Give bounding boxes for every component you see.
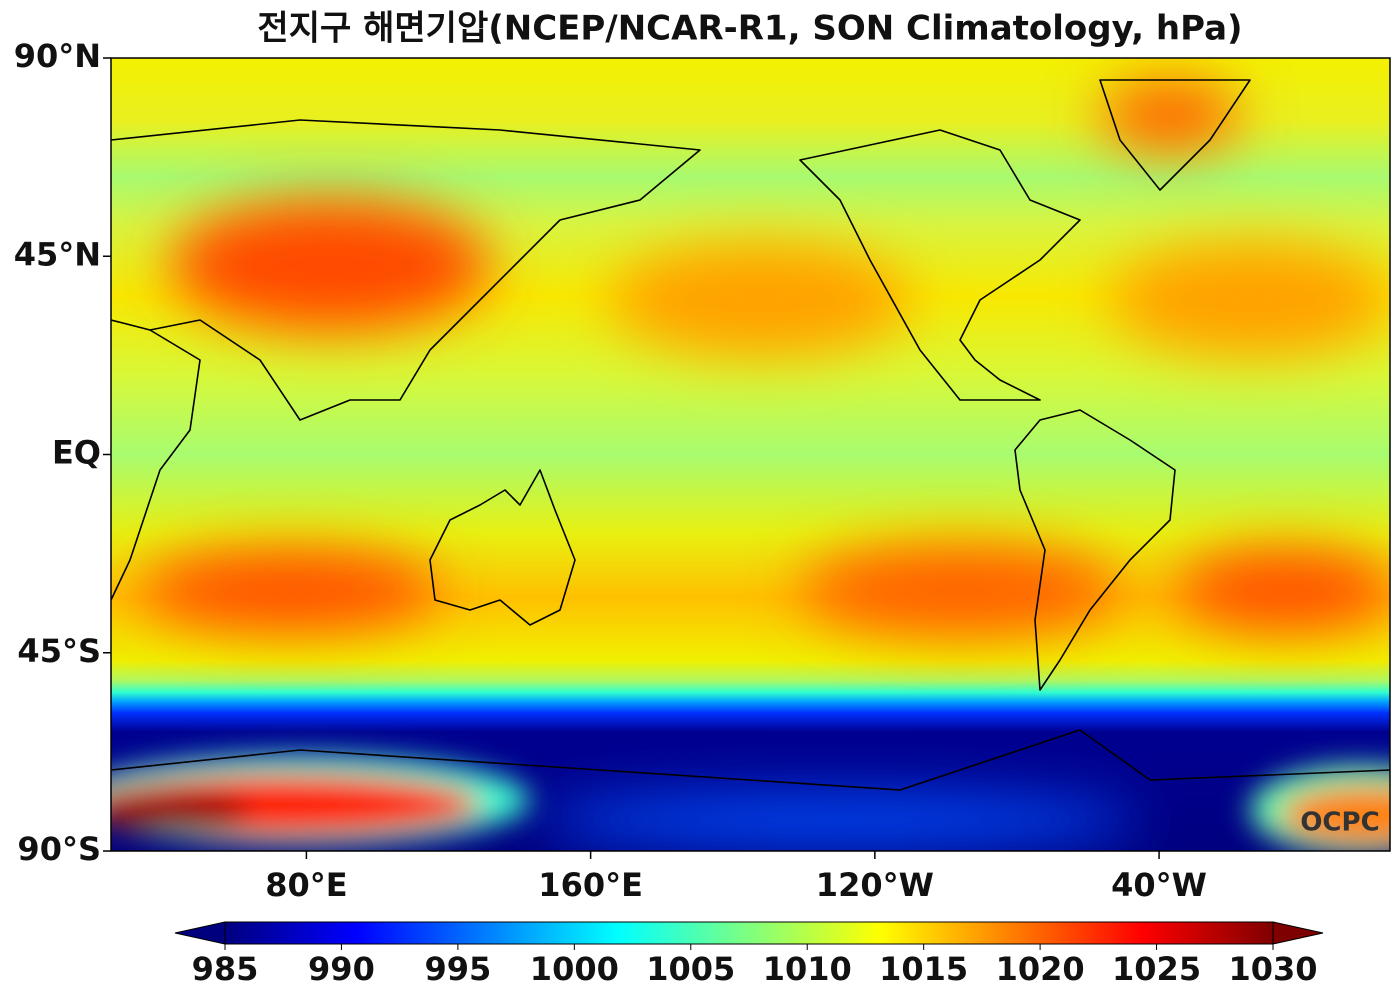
y-tick-label: 45°N	[14, 235, 101, 273]
chart-title: 전지구 해면기압(NCEP/NCAR-R1, SON Climatology, …	[257, 9, 1242, 49]
colorbar-tick-label: 1020	[996, 950, 1085, 988]
y-tick-label: EQ	[52, 434, 101, 472]
colorbar-extend-max	[1272, 921, 1324, 945]
x-tick-label: 120°W	[816, 866, 934, 904]
colorbar-tick-label: 1015	[879, 950, 968, 988]
colorbar-tick-label: 985	[192, 950, 259, 988]
x-tick-label: 160°E	[538, 866, 643, 904]
y-tick-label: 90°S	[17, 830, 101, 868]
colorbar-tick-label: 1010	[763, 950, 852, 988]
colorbar-tick-label: 1005	[646, 950, 735, 988]
watermark: OCPC	[1300, 808, 1379, 838]
colorbar	[224, 921, 1274, 945]
colorbar-tick-label: 1000	[530, 950, 619, 988]
y-tick-label: 90°N	[14, 37, 101, 75]
colorbar-tick-label: 1030	[1228, 950, 1317, 988]
y-tick-label: 45°S	[17, 632, 101, 670]
colorbar-extend-min	[174, 921, 226, 945]
pressure-field	[111, 58, 1390, 851]
colorbar-tick-label: 990	[308, 950, 375, 988]
colorbar-tick-label: 1025	[1112, 950, 1201, 988]
colorbar-tick-label: 995	[424, 950, 491, 988]
x-tick-label: 40°W	[1111, 866, 1207, 904]
x-tick-label: 80°E	[265, 866, 347, 904]
